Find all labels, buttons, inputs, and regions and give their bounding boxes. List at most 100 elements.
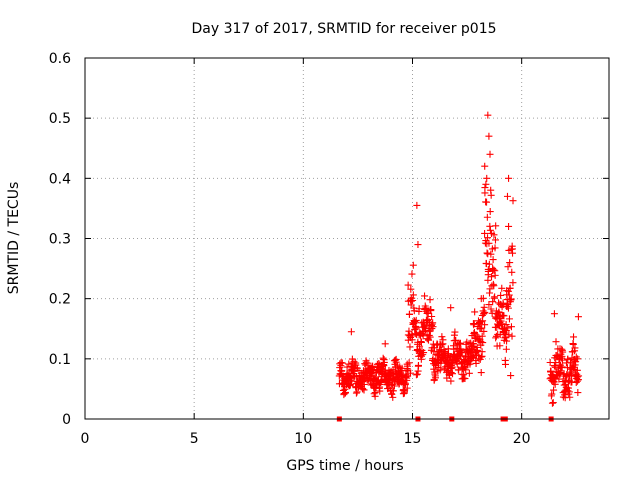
data-point [483,213,491,221]
data-point [500,312,508,320]
data-point [485,132,493,140]
data-point [507,295,515,303]
data-point [458,349,466,357]
data-point [509,279,517,287]
data-point [461,375,469,383]
data-point [570,366,578,374]
data-point [486,222,494,230]
data-point [471,308,479,316]
x-tick-label: 20 [513,431,531,447]
data-point [428,312,436,320]
data-point [447,377,455,385]
data-point [413,201,421,209]
data-point [503,337,511,345]
data-point [502,345,510,353]
data-point [372,373,380,381]
data-point [477,369,485,377]
data-point [392,358,400,366]
data-point [566,393,574,401]
y-tick-label: 0.3 [49,232,71,248]
data-point [486,226,494,234]
data-point [492,222,500,230]
data-point [476,318,484,326]
data-point [411,322,419,330]
data-point [421,326,429,334]
data-point [556,370,564,378]
data-point [352,389,360,397]
data-points [335,111,583,422]
data-point [480,309,488,317]
data-point [506,284,514,292]
data-point [413,370,421,378]
data-point [505,315,513,323]
y-tick-label: 0.6 [49,51,71,67]
data-point [491,236,499,244]
data-point [466,360,474,368]
data-point [439,336,447,344]
data-point [484,234,492,242]
data-point [552,359,560,367]
data-point [504,263,512,271]
data-point [507,323,515,331]
data-point [481,162,489,170]
data-point [352,361,360,369]
data-point [417,338,425,346]
y-tick-label: 0.5 [49,111,71,127]
data-point [489,298,497,306]
gridlines [85,58,609,419]
data-point [486,150,494,158]
data-point [477,295,485,303]
data-point [490,266,498,274]
y-tick-label: 0.1 [49,352,71,368]
data-point [447,304,455,312]
data-point [574,355,582,363]
data-point [483,198,491,206]
data-point [550,310,558,318]
data-point [415,307,423,315]
data-point [403,384,411,392]
data-point [509,197,517,205]
data-point [564,355,572,363]
data-point [427,307,435,315]
data-point [455,340,463,348]
data-point [559,348,567,356]
x-axis-title: GPS time / hours [286,458,403,474]
data-point [481,308,489,316]
data-point [482,180,490,188]
data-point [505,174,513,182]
data-point [487,273,495,281]
data-point [465,369,473,377]
data-point [490,231,498,239]
data-point [491,271,499,279]
data-point [389,393,397,401]
data-point [360,380,368,388]
data-point [407,369,415,377]
data-point [490,282,498,290]
data-point [380,358,388,366]
data-point [558,352,566,360]
data-point [496,342,504,350]
data-point [420,349,428,357]
data-point [574,389,582,397]
data-point [549,399,557,407]
data-point [375,359,383,367]
data-point [552,338,560,346]
data-point [489,256,497,264]
data-point [505,222,513,230]
data-point [487,250,495,258]
data-point [498,284,506,292]
data-point [371,392,379,400]
data-point [484,111,492,119]
data-point [487,191,495,199]
plot-frame [84,57,610,420]
y-tick-label: 0.2 [49,292,71,308]
data-point [353,388,361,396]
data-point [486,285,494,293]
data-point [504,324,512,332]
data-point [426,333,434,341]
data-point [403,376,411,384]
data-point [477,353,485,361]
data-point [551,362,559,370]
data-point [501,360,509,368]
data-point [491,244,499,252]
